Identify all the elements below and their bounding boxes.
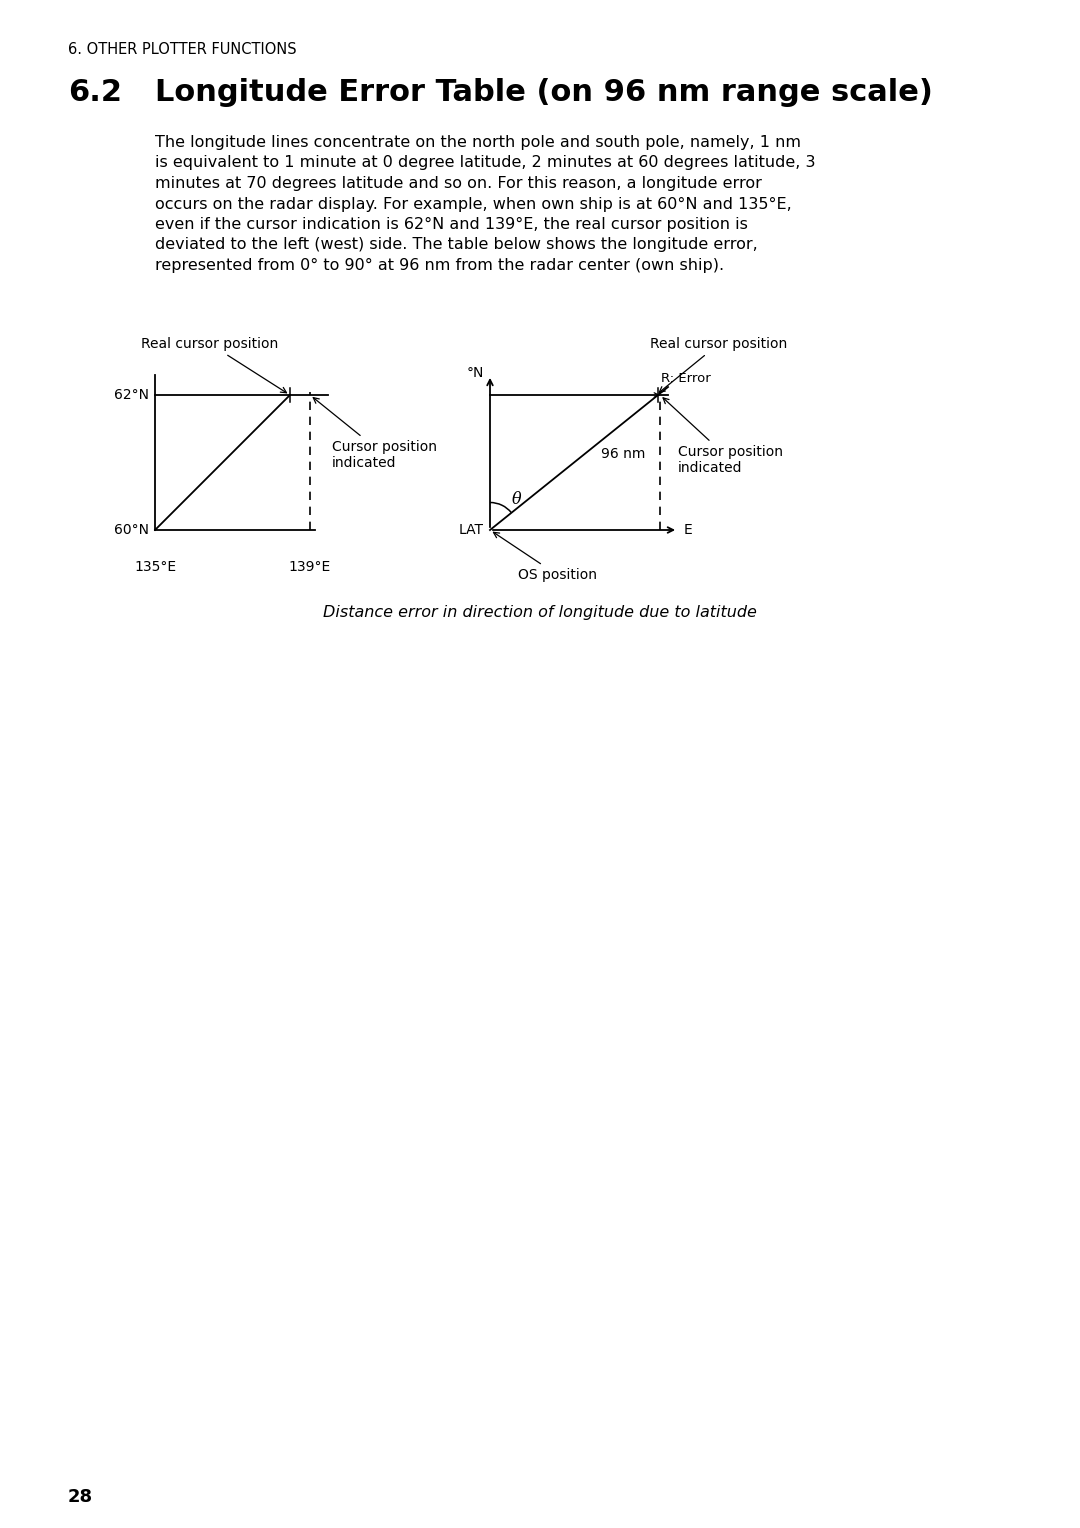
Text: 6.2: 6.2 — [68, 78, 122, 107]
Text: Cursor position
indicated: Cursor position indicated — [313, 397, 437, 471]
Text: Distance error in direction of longitude due to latitude: Distance error in direction of longitude… — [323, 605, 757, 620]
Text: OS position: OS position — [494, 532, 597, 582]
Text: The longitude lines concentrate on the north pole and south pole, namely, 1 nm: The longitude lines concentrate on the n… — [156, 134, 801, 150]
Text: minutes at 70 degrees latitude and so on. For this reason, a longitude error: minutes at 70 degrees latitude and so on… — [156, 176, 761, 191]
Text: even if the cursor indication is 62°N and 139°E, the real cursor position is: even if the cursor indication is 62°N an… — [156, 217, 747, 232]
Text: Real cursor position: Real cursor position — [141, 338, 286, 393]
Text: 6. OTHER PLOTTER FUNCTIONS: 6. OTHER PLOTTER FUNCTIONS — [68, 41, 297, 57]
Text: 28: 28 — [68, 1488, 93, 1507]
Text: deviated to the left (west) side. The table below shows the longitude error,: deviated to the left (west) side. The ta… — [156, 237, 758, 252]
Text: 139°E: 139°E — [288, 559, 332, 575]
Text: °N: °N — [467, 367, 484, 380]
Text: R: Error: R: Error — [661, 371, 711, 385]
Text: θ: θ — [512, 492, 522, 509]
Text: E: E — [684, 523, 692, 536]
Text: 96 nm: 96 nm — [600, 446, 646, 460]
Text: Longitude Error Table (on 96 nm range scale): Longitude Error Table (on 96 nm range sc… — [156, 78, 933, 107]
Text: 135°E: 135°E — [134, 559, 176, 575]
Text: is equivalent to 1 minute at 0 degree latitude, 2 minutes at 60 degrees latitude: is equivalent to 1 minute at 0 degree la… — [156, 156, 815, 171]
Text: Cursor position
indicated: Cursor position indicated — [663, 397, 783, 475]
Text: LAT: LAT — [459, 523, 484, 536]
Text: Real cursor position: Real cursor position — [650, 338, 787, 393]
Text: represented from 0° to 90° at 96 nm from the radar center (own ship).: represented from 0° to 90° at 96 nm from… — [156, 258, 724, 274]
Text: 60°N: 60°N — [114, 523, 149, 536]
Text: occurs on the radar display. For example, when own ship is at 60°N and 135°E,: occurs on the radar display. For example… — [156, 197, 792, 211]
Text: 62°N: 62°N — [114, 388, 149, 402]
